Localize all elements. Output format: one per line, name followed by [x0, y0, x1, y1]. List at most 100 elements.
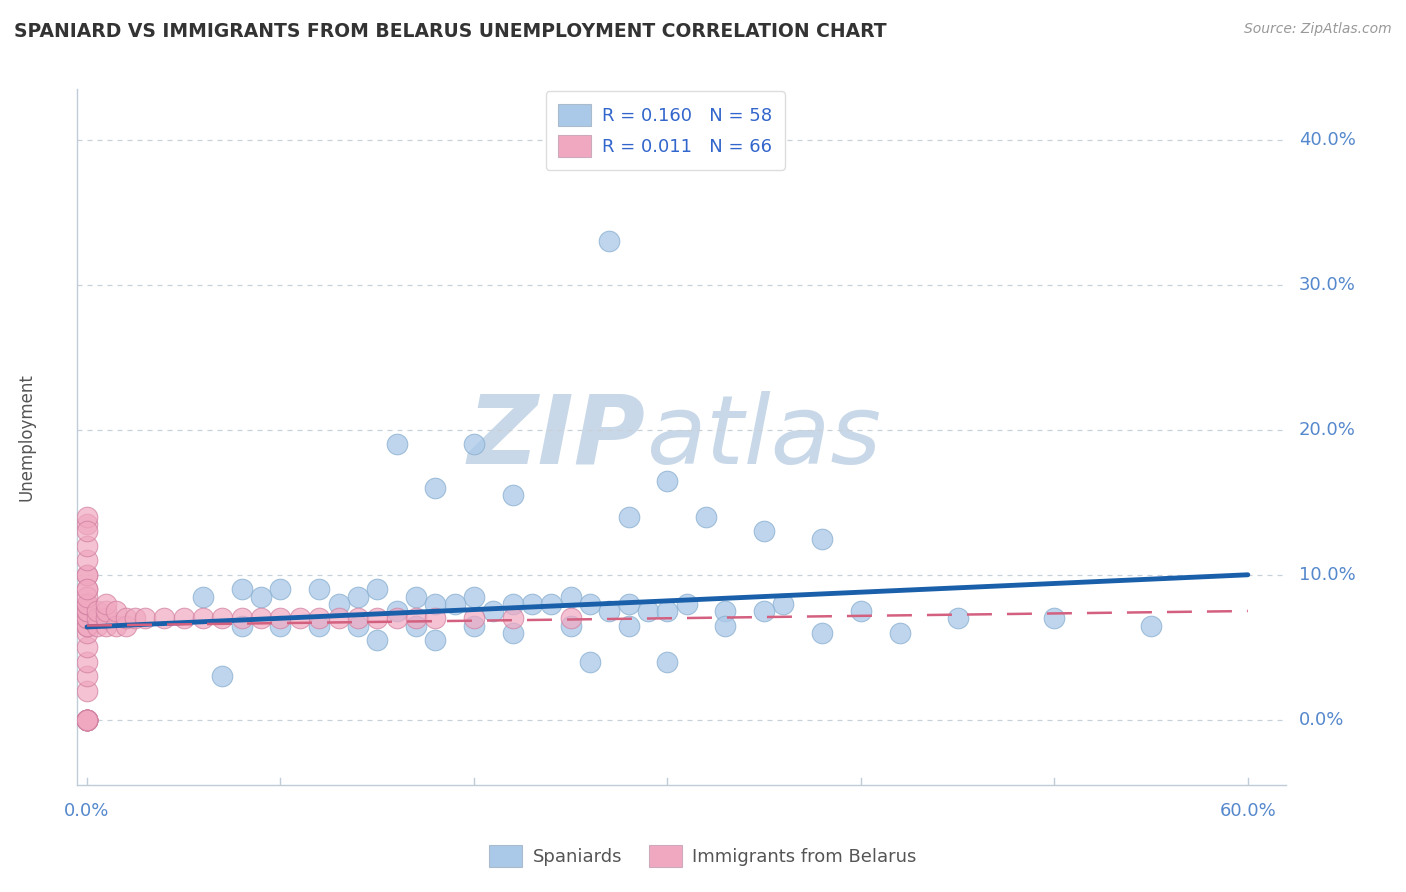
Text: Unemployment: Unemployment — [17, 373, 35, 501]
Point — [76, 713, 98, 727]
Point — [191, 611, 214, 625]
Point — [76, 567, 98, 582]
Text: 10.0%: 10.0% — [1299, 566, 1355, 583]
Point — [134, 611, 156, 625]
Point — [76, 713, 98, 727]
Point — [425, 633, 447, 648]
Point — [463, 437, 485, 451]
Point — [105, 604, 128, 618]
Point — [520, 597, 543, 611]
Point — [328, 611, 350, 625]
Point — [540, 597, 562, 611]
Point — [76, 713, 98, 727]
Point — [76, 509, 98, 524]
Point — [347, 618, 370, 632]
Point — [231, 611, 253, 625]
Point — [76, 655, 98, 669]
Point — [637, 604, 659, 618]
Point — [695, 509, 717, 524]
Point — [76, 582, 98, 597]
Point — [502, 625, 524, 640]
Point — [560, 611, 582, 625]
Point — [76, 713, 98, 727]
Text: 30.0%: 30.0% — [1299, 276, 1355, 293]
Text: 40.0%: 40.0% — [1299, 131, 1355, 149]
Point — [76, 611, 98, 625]
Point — [231, 618, 253, 632]
Point — [463, 611, 485, 625]
Point — [889, 625, 911, 640]
Point — [96, 597, 118, 611]
Text: 0.0%: 0.0% — [65, 803, 110, 821]
Point — [308, 582, 330, 597]
Point — [405, 618, 427, 632]
Point — [76, 553, 98, 567]
Point — [76, 611, 98, 625]
Point — [657, 604, 679, 618]
Point — [114, 611, 136, 625]
Point — [482, 604, 505, 618]
Text: 0.0%: 0.0% — [1299, 711, 1344, 729]
Point — [76, 582, 98, 597]
Point — [617, 509, 640, 524]
Point — [579, 655, 602, 669]
Point — [425, 597, 447, 611]
Point — [76, 640, 98, 655]
Point — [366, 611, 388, 625]
Point — [153, 611, 176, 625]
Point — [76, 713, 98, 727]
Point — [675, 597, 697, 611]
Point — [598, 604, 620, 618]
Point — [405, 590, 427, 604]
Point — [76, 604, 98, 618]
Point — [502, 488, 524, 502]
Point — [385, 611, 408, 625]
Point — [269, 611, 291, 625]
Point — [76, 713, 98, 727]
Point — [76, 516, 98, 531]
Point — [657, 474, 679, 488]
Point — [76, 597, 98, 611]
Point — [347, 611, 370, 625]
Point — [76, 618, 98, 632]
Point — [385, 437, 408, 451]
Point — [250, 611, 273, 625]
Point — [76, 713, 98, 727]
Point — [946, 611, 969, 625]
Point — [849, 604, 872, 618]
Point — [617, 597, 640, 611]
Point — [308, 618, 330, 632]
Point — [425, 481, 447, 495]
Point — [463, 618, 485, 632]
Point — [752, 604, 775, 618]
Point — [560, 590, 582, 604]
Point — [76, 669, 98, 683]
Point — [76, 539, 98, 553]
Point — [76, 597, 98, 611]
Point — [269, 618, 291, 632]
Text: 20.0%: 20.0% — [1299, 421, 1355, 439]
Point — [76, 625, 98, 640]
Point — [366, 582, 388, 597]
Text: 60.0%: 60.0% — [1219, 803, 1277, 821]
Legend: Spaniards, Immigrants from Belarus: Spaniards, Immigrants from Belarus — [482, 838, 924, 874]
Point — [76, 590, 98, 604]
Legend: R = 0.160   N = 58, R = 0.011   N = 66: R = 0.160 N = 58, R = 0.011 N = 66 — [546, 91, 785, 169]
Point — [560, 618, 582, 632]
Point — [385, 604, 408, 618]
Point — [114, 618, 136, 632]
Point — [86, 611, 108, 625]
Point — [347, 590, 370, 604]
Point — [76, 618, 98, 632]
Point — [579, 597, 602, 611]
Point — [1043, 611, 1066, 625]
Point — [76, 713, 98, 727]
Point — [811, 625, 834, 640]
Point — [502, 597, 524, 611]
Point — [714, 618, 737, 632]
Point — [211, 669, 233, 683]
Point — [76, 524, 98, 539]
Point — [86, 618, 108, 632]
Point — [76, 597, 98, 611]
Point — [714, 604, 737, 618]
